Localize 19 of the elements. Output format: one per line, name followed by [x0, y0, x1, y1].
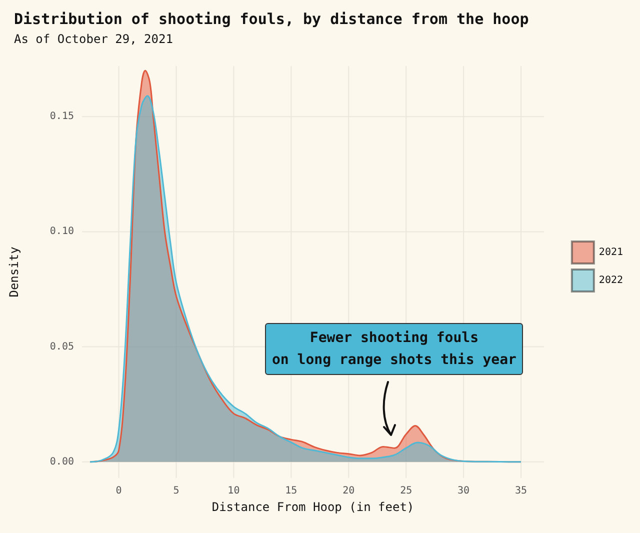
y-tick-label: 0.00: [50, 456, 74, 468]
legend-label: 2021: [598, 247, 624, 258]
y-axis-title: Density: [7, 246, 21, 298]
annotation: Fewer shooting fouls on long range shots this year: [265, 323, 524, 375]
y-tick-label: 0.15: [50, 111, 74, 122]
y-tick-label: 0.05: [50, 341, 74, 352]
x-tick-label: 10: [228, 486, 240, 496]
x-tick-label: 30: [458, 486, 470, 496]
legend-label: 2022: [598, 275, 624, 286]
x-tick-label: 20: [342, 486, 355, 496]
chart-subtitle: As of October 29, 2021: [14, 32, 173, 46]
x-tick-label: 5: [173, 486, 180, 496]
x-tick-label: 25: [400, 486, 412, 496]
x-axis-title: Distance From Hoop (in feet): [212, 500, 414, 514]
chart-title: Distribution of shooting fouls, by distance from the hoop: [14, 10, 529, 28]
x-tick-label: 0: [116, 486, 122, 496]
x-tick-label: 35: [514, 486, 528, 496]
x-tick-label: 15: [285, 486, 298, 496]
y-tick-label: 0.10: [50, 226, 74, 238]
